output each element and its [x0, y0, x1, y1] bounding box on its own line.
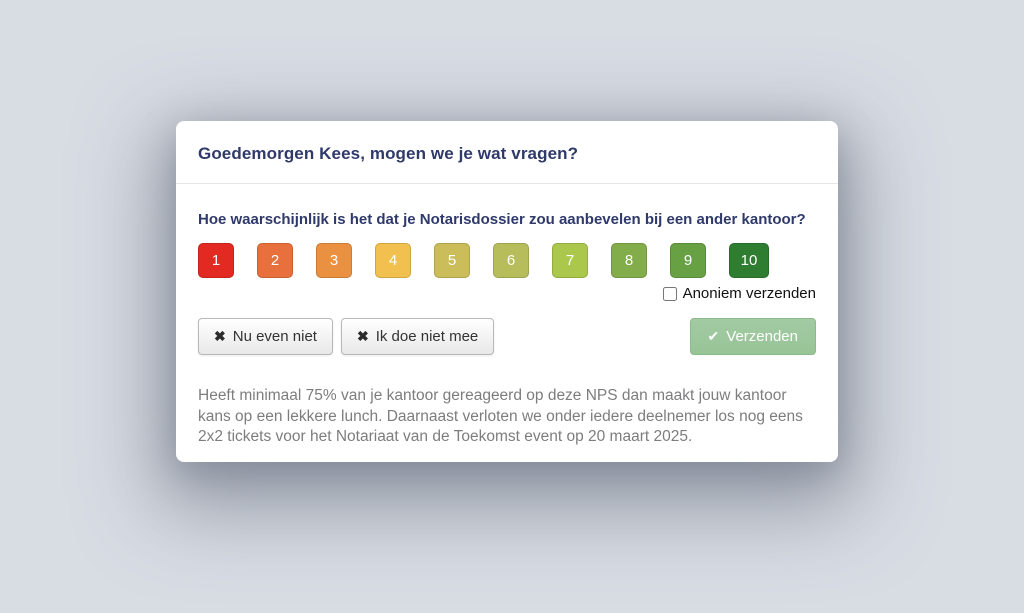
rating-button-2[interactable]: 2: [257, 243, 293, 278]
anonymous-row: Anoniem verzenden: [198, 285, 816, 302]
rating-button-9[interactable]: 9: [670, 243, 706, 278]
x-icon: ✖: [214, 328, 226, 344]
dismiss-label: Nu even niet: [232, 328, 317, 345]
anonymous-label: Anoniem verzenden: [682, 285, 816, 302]
rating-button-3[interactable]: 3: [316, 243, 352, 278]
rating-button-5[interactable]: 5: [434, 243, 470, 278]
submit-label: Verzenden: [726, 328, 798, 345]
question-text: Hoe waarschijnlijk is het dat je Notaris…: [198, 211, 806, 228]
anonymous-checkbox[interactable]: [662, 286, 677, 301]
optout-label: Ik doe niet mee: [375, 328, 479, 345]
rating-button-8[interactable]: 8: [611, 243, 647, 278]
footer-text: Heeft minimaal 75% van je kantoor gereag…: [198, 387, 803, 445]
dialog-header: Goedemorgen Kees, mogen we je wat vragen…: [176, 121, 838, 184]
dismiss-button[interactable]: ✖ Nu even niet: [198, 318, 333, 355]
nps-scale: 1 2 3 4 5 6 7 8 9 10: [198, 243, 816, 278]
optout-button[interactable]: ✖ Ik doe niet mee: [340, 318, 495, 355]
check-icon: ✔: [707, 328, 720, 344]
dialog-body: Hoe waarschijnlijk is het dat je Notaris…: [176, 184, 838, 448]
dialog-title: Goedemorgen Kees, mogen we je wat vragen…: [198, 144, 579, 163]
rating-button-6[interactable]: 6: [493, 243, 529, 278]
x-icon: ✖: [356, 328, 369, 344]
actions-row: ✖ Nu even niet ✖ Ik doe niet mee ✔ Verze…: [198, 318, 816, 355]
rating-button-4[interactable]: 4: [375, 243, 411, 278]
rating-button-7[interactable]: 7: [552, 243, 588, 278]
rating-button-10[interactable]: 10: [729, 243, 769, 278]
submit-button[interactable]: ✔ Verzenden: [689, 318, 816, 355]
rating-button-1[interactable]: 1: [198, 243, 234, 278]
survey-dialog: Goedemorgen Kees, mogen we je wat vragen…: [176, 121, 838, 462]
